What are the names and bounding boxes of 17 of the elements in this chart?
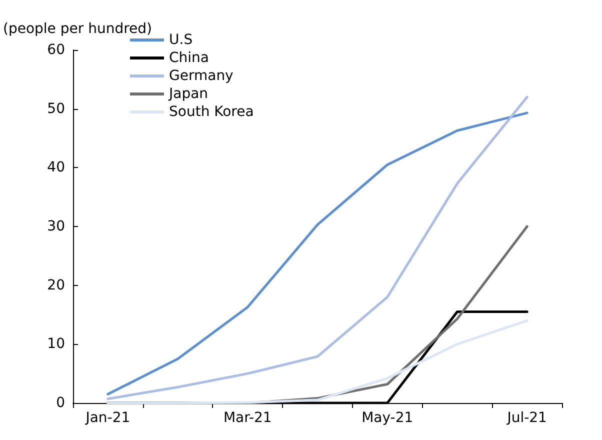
- legend-label: U.S: [169, 32, 193, 48]
- x-tick-label: Jul-21: [506, 410, 547, 426]
- y-tick-label: 20: [47, 277, 65, 294]
- y-tick-label: 0: [56, 395, 65, 411]
- y-tick-label: 50: [47, 100, 65, 117]
- x-tick-label: Jan-21: [84, 410, 130, 426]
- y-tick-label: 10: [47, 336, 65, 352]
- legend-label: South Korea: [169, 104, 254, 120]
- y-axis-title: (people per hundred): [3, 21, 152, 37]
- legend-label: Germany: [169, 68, 234, 84]
- y-tick-label: 60: [47, 42, 65, 58]
- legend-label: Japan: [168, 86, 208, 102]
- legend-label: China: [169, 50, 209, 66]
- y-tick-label: 40: [47, 160, 65, 176]
- x-tick-label: Mar-21: [223, 410, 272, 426]
- y-tick-label: 30: [47, 218, 65, 234]
- x-tick-label: May-21: [362, 410, 414, 426]
